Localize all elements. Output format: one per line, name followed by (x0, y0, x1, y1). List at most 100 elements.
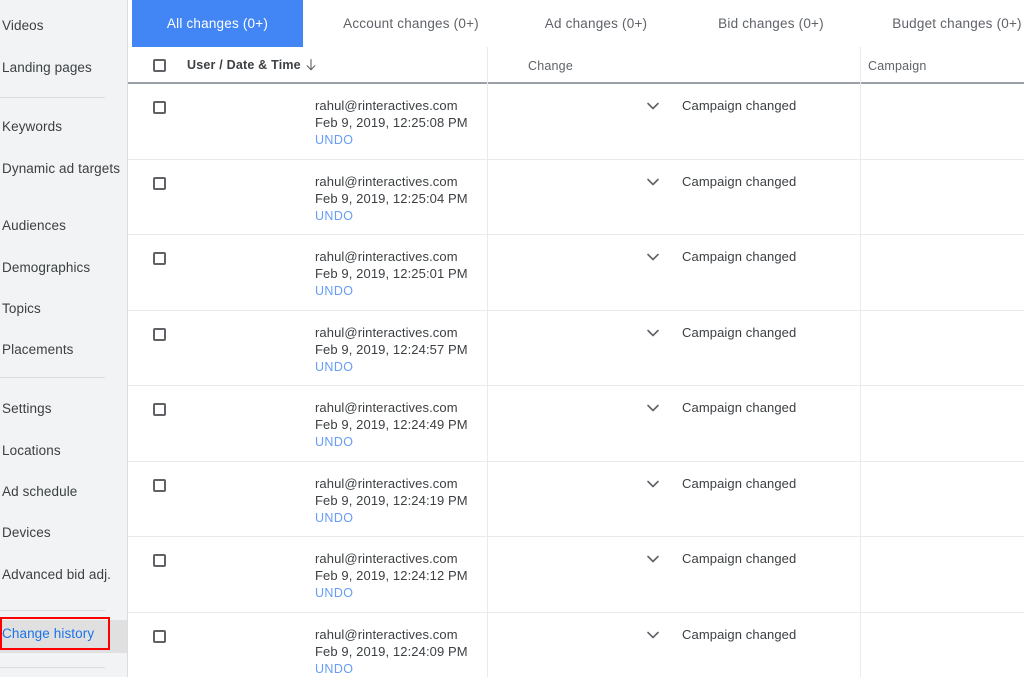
sidebar-item-videos[interactable]: Videos (0, 17, 127, 39)
user-email: rahul@rinteractives.com (315, 626, 458, 642)
undo-link[interactable]: UNDO (315, 208, 354, 223)
row-checkbox[interactable] (153, 101, 166, 114)
sidebar-item-label: Dynamic ad targets (2, 161, 121, 176)
chevron-down-icon[interactable] (644, 248, 662, 266)
table-row[interactable]: rahul@rinteractives.com Feb 9, 2019, 12:2… (128, 160, 1024, 235)
chevron-down-icon[interactable] (644, 475, 662, 493)
row-checkbox[interactable] (153, 403, 166, 416)
tab-ad-changes-0[interactable]: Ad changes (0+) (516, 0, 676, 47)
change-datetime: Feb 9, 2019, 12:25:01 PM (315, 266, 468, 281)
undo-link[interactable]: UNDO (315, 586, 354, 600)
table-row[interactable]: rahul@rinteractives.com Feb 9, 2019, 12:2… (128, 84, 1024, 160)
undo-link[interactable]: UNDO (315, 284, 354, 298)
chevron-down-icon[interactable] (644, 173, 662, 191)
row-checkbox[interactable] (153, 554, 166, 567)
row-checkbox[interactable] (153, 629, 166, 643)
change-description: Campaign changed (682, 324, 797, 340)
tab-label: Bid changes (0+) (718, 16, 824, 31)
sidebar-item-keywords[interactable]: Keywords (0, 118, 127, 140)
undo-link[interactable]: UNDO (315, 661, 354, 676)
tab-label: Budget changes (0+) (892, 16, 1022, 31)
tab-budget-changes-0[interactable]: Budget changes (0+) (866, 0, 1024, 47)
chevron-down-icon[interactable] (644, 626, 662, 644)
table-row[interactable]: rahul@rinteractives.com Feb 9, 2019, 12:2… (128, 613, 1024, 677)
undo-wrapper: UNDO (315, 358, 468, 376)
table-row[interactable]: rahul@rinteractives.com Feb 9, 2019, 12:2… (128, 462, 1024, 537)
sidebar-item-label: Advanced bid adj. (2, 567, 112, 582)
sidebar-item-label: Devices (2, 525, 51, 540)
change-description: Campaign changed (682, 475, 797, 491)
user-email: rahul@rinteractives.com (315, 173, 458, 189)
change-description: Campaign changed (682, 400, 797, 415)
change-description: Campaign changed (682, 551, 797, 566)
change-type-tabbar: All changes (0+) Account changes (0+) Ad c… (128, 0, 1024, 48)
sidebar-item-topics[interactable]: Topics (0, 300, 127, 322)
chevron-down-icon[interactable] (644, 324, 662, 342)
column-header-change[interactable]: Change (528, 59, 573, 73)
tab-label: Account changes (0+) (343, 16, 479, 31)
sidebar-item-advanced-bid-adj[interactable]: Advanced bid adj. (0, 566, 127, 588)
sidebar-item-devices[interactable]: Devices (0, 524, 127, 546)
change-description: Campaign changed (682, 249, 797, 264)
chevron-down-icon[interactable] (644, 550, 662, 568)
tab-bid-changes-0[interactable]: Bid changes (0+) (690, 0, 852, 47)
sidebar-item-dynamic-ad-targets[interactable]: Dynamic ad targets (0, 160, 127, 196)
change-datetime: Feb 9, 2019, 12:24:12 PM (315, 568, 468, 583)
tab-all-changes-0[interactable]: All changes (0+) (132, 0, 303, 47)
table-row[interactable]: rahul@rinteractives.com Feb 9, 2019, 12:2… (128, 235, 1024, 311)
column-divider-0 (487, 47, 488, 677)
undo-link[interactable]: UNDO (315, 435, 354, 449)
user-datetime-cell: rahul@rinteractives.com Feb 9, 2019, 12:2… (315, 324, 468, 376)
change-datetime: Feb 9, 2019, 12:24:57 PM (315, 341, 468, 357)
sidebar-divider-3 (0, 667, 105, 668)
user-datetime-cell: rahul@rinteractives.com Feb 9, 2019, 12:2… (315, 550, 468, 602)
user-email: rahul@rinteractives.com (315, 249, 458, 264)
sidebar-item-placements[interactable]: Placements (0, 341, 127, 363)
sidebar-divider-0 (0, 97, 105, 98)
undo-link[interactable]: UNDO (315, 359, 354, 374)
row-checkbox[interactable] (153, 252, 166, 265)
undo-link[interactable]: UNDO (315, 133, 354, 147)
change-datetime: Feb 9, 2019, 12:24:19 PM (315, 492, 468, 508)
table-row[interactable]: rahul@rinteractives.com Feb 9, 2019, 12:2… (128, 311, 1024, 386)
sidebar-item-landing-pages[interactable]: Landing pages (0, 59, 127, 81)
user-datetime-cell: rahul@rinteractives.com Feb 9, 2019, 12:2… (315, 97, 468, 149)
undo-link[interactable]: UNDO (315, 510, 354, 525)
sidebar-item-locations[interactable]: Locations (0, 442, 127, 464)
undo-wrapper: UNDO (315, 660, 468, 677)
sidebar-item-label: Videos (2, 18, 44, 33)
change-datetime: Feb 9, 2019, 12:25:04 PM (315, 190, 468, 206)
column-header-campaign[interactable]: Campaign (868, 59, 927, 73)
change-datetime: Feb 9, 2019, 12:25:08 PM (315, 115, 468, 130)
sidebar-item-demographics[interactable]: Demographics (0, 259, 127, 281)
user-email: rahul@rinteractives.com (315, 324, 458, 340)
chevron-down-icon[interactable] (644, 399, 662, 417)
user-datetime-cell: rahul@rinteractives.com Feb 9, 2019, 12:2… (315, 626, 468, 677)
chevron-down-icon[interactable] (644, 97, 662, 115)
sidebar-item-label: Settings (2, 401, 52, 416)
sidebar-navigation: Videos Landing pages Keywords Dynamic ad ta… (0, 0, 128, 677)
change-description: Campaign changed (682, 626, 797, 642)
undo-wrapper: UNDO (315, 584, 468, 602)
sidebar-item-settings[interactable]: Settings (0, 400, 127, 422)
change-datetime: Feb 9, 2019, 12:24:49 PM (315, 417, 468, 432)
sidebar-item-change-history[interactable]: Change history (0, 620, 127, 653)
sidebar-divider-1 (0, 377, 105, 378)
row-checkbox[interactable] (153, 327, 166, 341)
tab-account-changes-0[interactable]: Account changes (0+) (318, 0, 504, 47)
sidebar-item-label: Topics (2, 301, 41, 316)
row-checkbox[interactable] (153, 176, 166, 190)
sort-arrow-down-icon[interactable] (304, 58, 318, 72)
sidebar-item-audiences[interactable]: Audiences (0, 217, 127, 239)
sidebar-item-ad-schedule[interactable]: Ad schedule (0, 483, 127, 505)
undo-wrapper: UNDO (315, 433, 468, 451)
select-all-checkbox[interactable] (153, 59, 166, 72)
column-header-user-datetime[interactable]: User / Date & Time (187, 58, 301, 72)
user-datetime-cell: rahul@rinteractives.com Feb 9, 2019, 12:2… (315, 248, 468, 300)
table-row[interactable]: rahul@rinteractives.com Feb 9, 2019, 12:2… (128, 386, 1024, 462)
user-email: rahul@rinteractives.com (315, 400, 458, 415)
table-row[interactable]: rahul@rinteractives.com Feb 9, 2019, 12:2… (128, 537, 1024, 613)
row-checkbox[interactable] (153, 478, 166, 492)
tab-label: Ad changes (0+) (544, 16, 648, 31)
sidebar-item-label: Placements (2, 342, 74, 357)
